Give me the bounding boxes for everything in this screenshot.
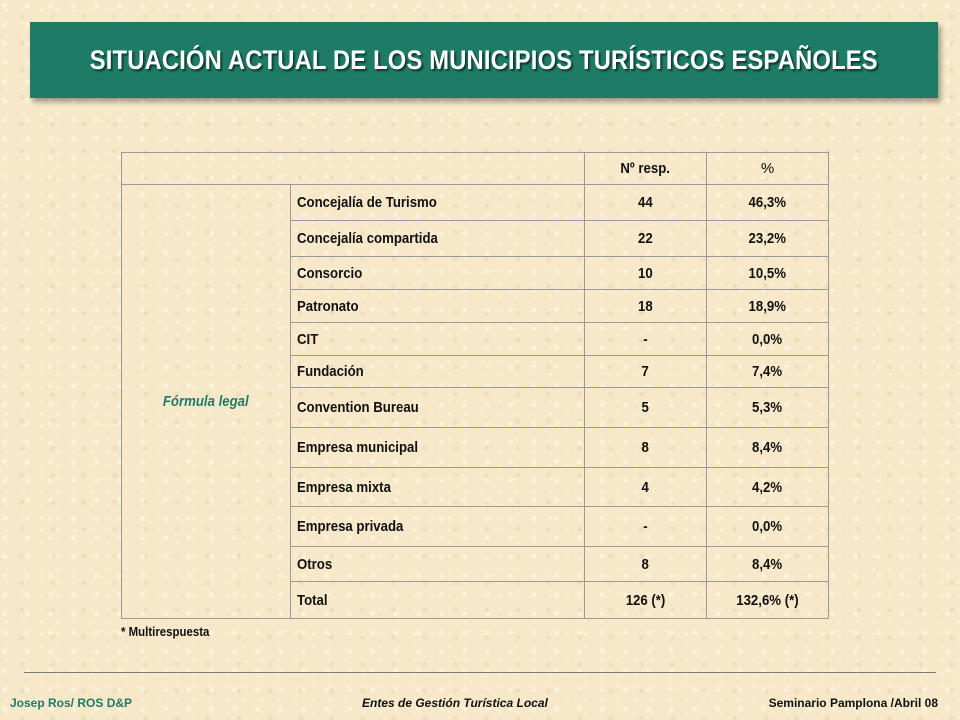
- row-pct: 18,9%: [706, 289, 829, 323]
- row-pct: 7,4%: [706, 355, 829, 388]
- table-row: Empresa municipal 8 8,4%: [122, 427, 829, 468]
- footnote: * Multirespuesta: [121, 624, 210, 639]
- row-name: Fundación: [290, 355, 585, 388]
- row-pct: 10,5%: [706, 256, 829, 290]
- row-name: Consorcio: [290, 256, 585, 290]
- table-row: CIT - 0,0%: [122, 322, 829, 356]
- row-resp: 8: [584, 427, 707, 468]
- footer-event: Seminario Pamplona /Abril 08: [768, 696, 938, 710]
- row-resp: 18: [584, 289, 707, 323]
- row-resp: 4: [584, 467, 707, 507]
- row-pct: 132,6% (*): [706, 581, 829, 619]
- footer-author: Josep Ros/ ROS D&P: [10, 696, 133, 710]
- row-pct: 4,2%: [706, 467, 829, 507]
- row-pct: 8,4%: [706, 546, 829, 582]
- row-name: Concejalía compartida: [290, 220, 585, 257]
- row-name: Empresa municipal: [290, 427, 585, 468]
- row-resp: 8: [584, 546, 707, 582]
- row-resp: 22: [584, 220, 707, 257]
- row-resp: 10: [584, 256, 707, 290]
- row-resp: 126 (*): [584, 581, 707, 619]
- row-resp: -: [584, 322, 707, 356]
- row-pct: 8,4%: [706, 427, 829, 468]
- table-row-total: Total 126 (*) 132,6% (*): [122, 581, 829, 619]
- row-name: Convention Bureau: [290, 387, 585, 428]
- row-name: CIT: [290, 322, 585, 356]
- header-resp: Nº resp.: [584, 152, 707, 185]
- row-name: Concejalía de Turismo: [290, 184, 585, 221]
- data-table: Nº resp. % Fórmula legal Concejalía de T…: [121, 152, 829, 619]
- row-resp: 5: [584, 387, 707, 428]
- page-title: SITUACIÓN ACTUAL DE LOS MUNICIPIOS TURÍS…: [89, 44, 879, 75]
- row-name: Otros: [290, 546, 585, 582]
- table-row: Empresa mixta 4 4,2%: [122, 467, 829, 507]
- row-resp: 44: [584, 184, 707, 221]
- row-name: Patronato: [290, 289, 585, 323]
- footer-presentation-title: Entes de Gestión Turística Local: [362, 696, 548, 710]
- table-row: Consorcio 10 10,5%: [122, 256, 829, 290]
- row-pct: 23,2%: [706, 220, 829, 257]
- table-row: Fórmula legal Concejalía de Turismo 44 4…: [121, 184, 829, 619]
- row-pct: 46,3%: [706, 184, 829, 221]
- table-row: Fundación 7 7,4%: [122, 355, 829, 388]
- row-name: Total: [290, 581, 585, 619]
- row-resp: -: [584, 506, 707, 547]
- row-resp: 7: [584, 355, 707, 388]
- table-header-row: Nº resp. %: [121, 152, 829, 185]
- header-empty-cell: [121, 152, 585, 185]
- row-name: Empresa mixta: [290, 467, 585, 507]
- row-group-label: Fórmula legal: [121, 184, 291, 619]
- row-pct: 0,0%: [706, 506, 829, 547]
- row-pct: 5,3%: [706, 387, 829, 428]
- header-pct: %: [706, 152, 829, 185]
- footer-divider: [24, 672, 936, 673]
- title-banner: SITUACIÓN ACTUAL DE LOS MUNICIPIOS TURÍS…: [30, 22, 938, 98]
- table-row: Concejalía compartida 22 23,2%: [122, 220, 829, 257]
- row-pct: 0,0%: [706, 322, 829, 356]
- row-name: Empresa privada: [290, 506, 585, 547]
